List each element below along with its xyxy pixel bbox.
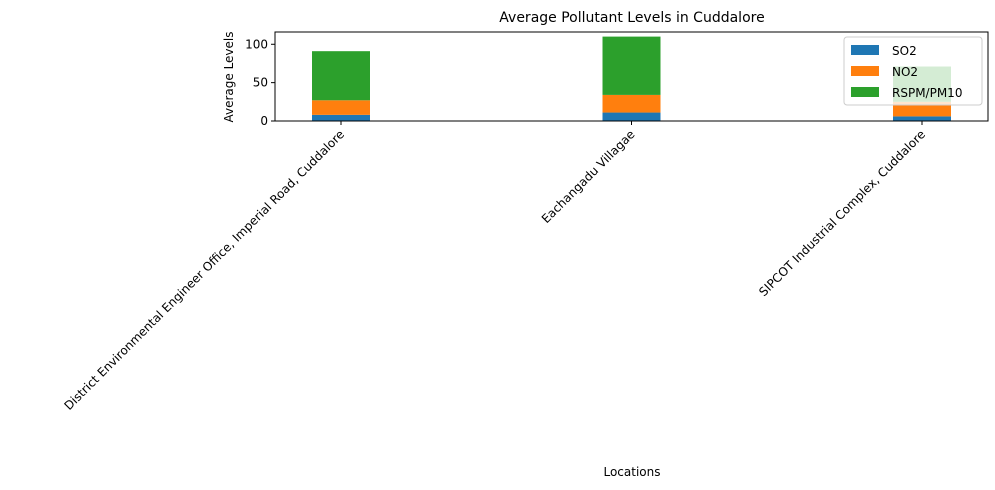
chart-title: Average Pollutant Levels in Cuddalore — [499, 10, 764, 26]
legend-swatch — [851, 45, 879, 55]
x-tick-label: SIPCOT Industrial Complex, Cuddalore — [756, 127, 928, 299]
legend-swatch — [851, 87, 879, 97]
legend-label: SO2 — [892, 44, 917, 58]
y-tick-label: 100 — [245, 37, 268, 51]
x-axis-ticks: District Environmental Engineer Office, … — [61, 121, 928, 413]
y-axis-label: Average Levels — [222, 31, 236, 122]
legend: SO2 NO2 RSPM/PM10 — [843, 36, 983, 106]
legend-label: NO2 — [892, 65, 918, 79]
bar-so2-2 — [893, 116, 951, 121]
y-tick-label: 0 — [260, 114, 268, 128]
y-tick-label: 50 — [253, 76, 268, 90]
y-axis-ticks: 0 50 100 — [245, 37, 275, 128]
bar-rspm-pm10-1 — [602, 36, 661, 95]
bar-no2-1 — [602, 94, 661, 113]
x-tick-label: District Environmental Engineer Office, … — [61, 127, 347, 413]
legend-label: RSPM/PM10 — [892, 86, 962, 100]
bar-rspm-pm10-0 — [312, 51, 370, 101]
bar-no2-0 — [312, 100, 370, 115]
bar-so2-0 — [312, 114, 370, 121]
x-axis-label: Locations — [603, 465, 660, 479]
x-tick-label: Eachangadu Villagae — [539, 127, 638, 226]
legend-swatch — [851, 66, 879, 76]
bar-so2-1 — [602, 112, 661, 121]
